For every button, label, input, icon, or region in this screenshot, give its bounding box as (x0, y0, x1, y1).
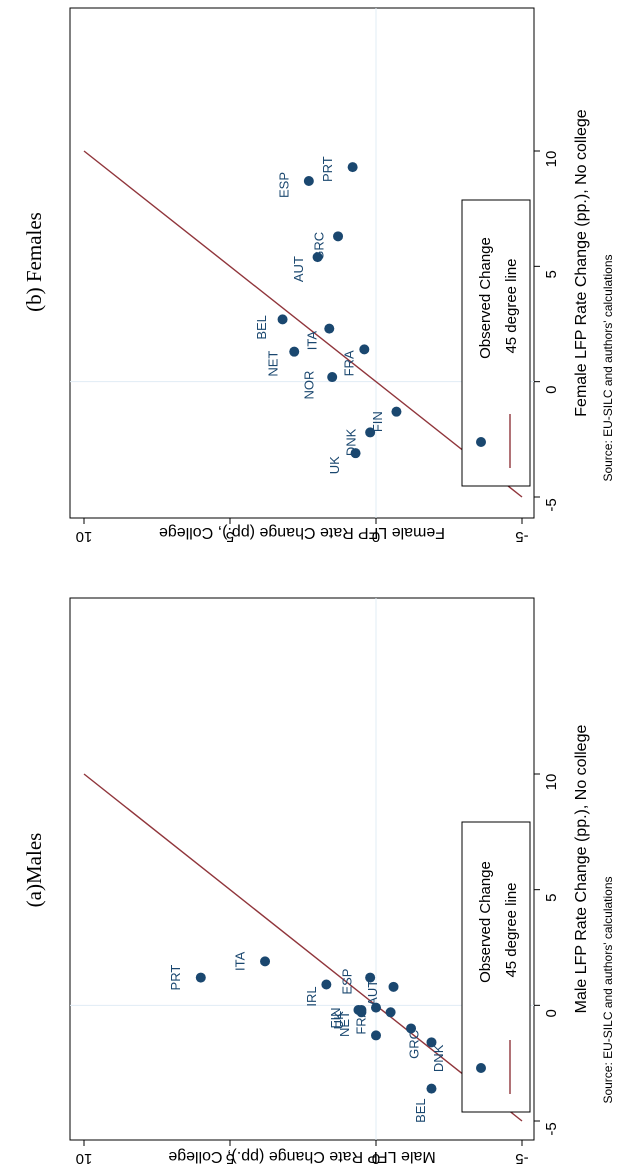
x-tick-label: -5 (543, 498, 560, 511)
point-label: PRT (320, 156, 335, 182)
forty-five-degree-line (83, 150, 523, 498)
legend-box (461, 821, 531, 1113)
data-point (260, 956, 271, 967)
data-point (347, 162, 358, 173)
legend-point-label: Observed Change (477, 861, 494, 983)
point-label: NET (337, 1011, 352, 1037)
point-label: ITA (232, 951, 247, 971)
data-point (426, 1083, 437, 1094)
data-point (350, 448, 361, 459)
x-tick-label: 5 (543, 270, 560, 278)
x-tick-label: 10 (543, 151, 560, 168)
data-point (327, 372, 338, 383)
point-label: ITA (305, 331, 320, 351)
data-point (333, 231, 344, 242)
legend-line-label: 45 degree line (503, 258, 520, 353)
y-axis-label: Female LFP Rate Change (pp.), College (159, 524, 445, 541)
data-point (289, 346, 300, 357)
point-label: NET (266, 351, 281, 377)
point-label: ESP (276, 172, 291, 198)
point-label: BEL (254, 315, 269, 340)
y-tick-label: 5 (226, 528, 234, 545)
data-point (391, 406, 402, 417)
point-label: AUT (365, 980, 380, 1006)
data-point (406, 1023, 417, 1034)
point-label: UK (327, 456, 342, 474)
panel-title: (a)Males (22, 833, 46, 908)
data-point (388, 981, 399, 992)
point-label: FRA (342, 350, 357, 376)
data-point (312, 252, 323, 263)
source-note: Source: EU-SILC and authors' calculation… (601, 876, 615, 1103)
point-label: ESP (340, 969, 355, 995)
data-point (359, 344, 370, 355)
x-tick-label: 0 (543, 385, 560, 393)
x-tick-label: 5 (543, 893, 560, 901)
plot-frame (69, 7, 535, 519)
data-point (385, 1007, 396, 1018)
x-tick-label: 0 (543, 1009, 560, 1017)
data-point (195, 972, 206, 983)
data-point (321, 979, 332, 990)
y-tick-label: 5 (226, 1150, 234, 1167)
point-label: AUT (291, 256, 306, 282)
point-label: FIN (370, 411, 385, 432)
point-label: UK (331, 1011, 346, 1029)
legend-point-marker (476, 437, 486, 447)
legend-line-label: 45 degree line (503, 882, 520, 977)
point-label: DNK (431, 1044, 446, 1072)
legend-point-label: Observed Change (477, 237, 494, 359)
point-label: NOR (302, 371, 317, 400)
point-label: PRT (168, 965, 183, 991)
data-point (426, 1037, 437, 1048)
data-point (324, 323, 335, 334)
data-point (371, 1002, 381, 1013)
x-tick-label: -5 (543, 1122, 560, 1135)
data-point (365, 427, 376, 438)
legend-box (461, 199, 531, 487)
y-tick-label: 10 (76, 528, 93, 545)
y-tick-label: 0 (372, 1150, 380, 1167)
y-tick-label: 0 (372, 528, 380, 545)
point-label: BEL (413, 1098, 428, 1123)
data-point (277, 314, 288, 325)
data-point (303, 175, 314, 186)
data-point (371, 1030, 381, 1041)
x-tick-label: 10 (543, 774, 560, 791)
panel-title: (b) Females (22, 212, 46, 312)
y-tick-label: -5 (515, 528, 528, 545)
data-point (365, 972, 376, 983)
source-note: Source: EU-SILC and authors' calculation… (601, 254, 615, 481)
legend-point-marker (476, 1063, 486, 1073)
forty-five-degree-line (83, 773, 523, 1122)
point-label: FIN (328, 1007, 343, 1028)
point-label: GRC (406, 1030, 421, 1059)
y-axis-label: Male LFP Rate Change (pp.), College (168, 1148, 436, 1165)
point-label: IRL (304, 986, 319, 1006)
x-axis-label: Male LFP Rate Change (pp.), No college (573, 725, 590, 1014)
y-tick-label: 10 (76, 1150, 93, 1167)
plot-frame (69, 597, 535, 1141)
data-point (356, 1007, 367, 1018)
y-tick-label: -5 (515, 1150, 528, 1167)
x-axis-label: Female LFP Rate Change (pp.), No college (573, 109, 590, 417)
